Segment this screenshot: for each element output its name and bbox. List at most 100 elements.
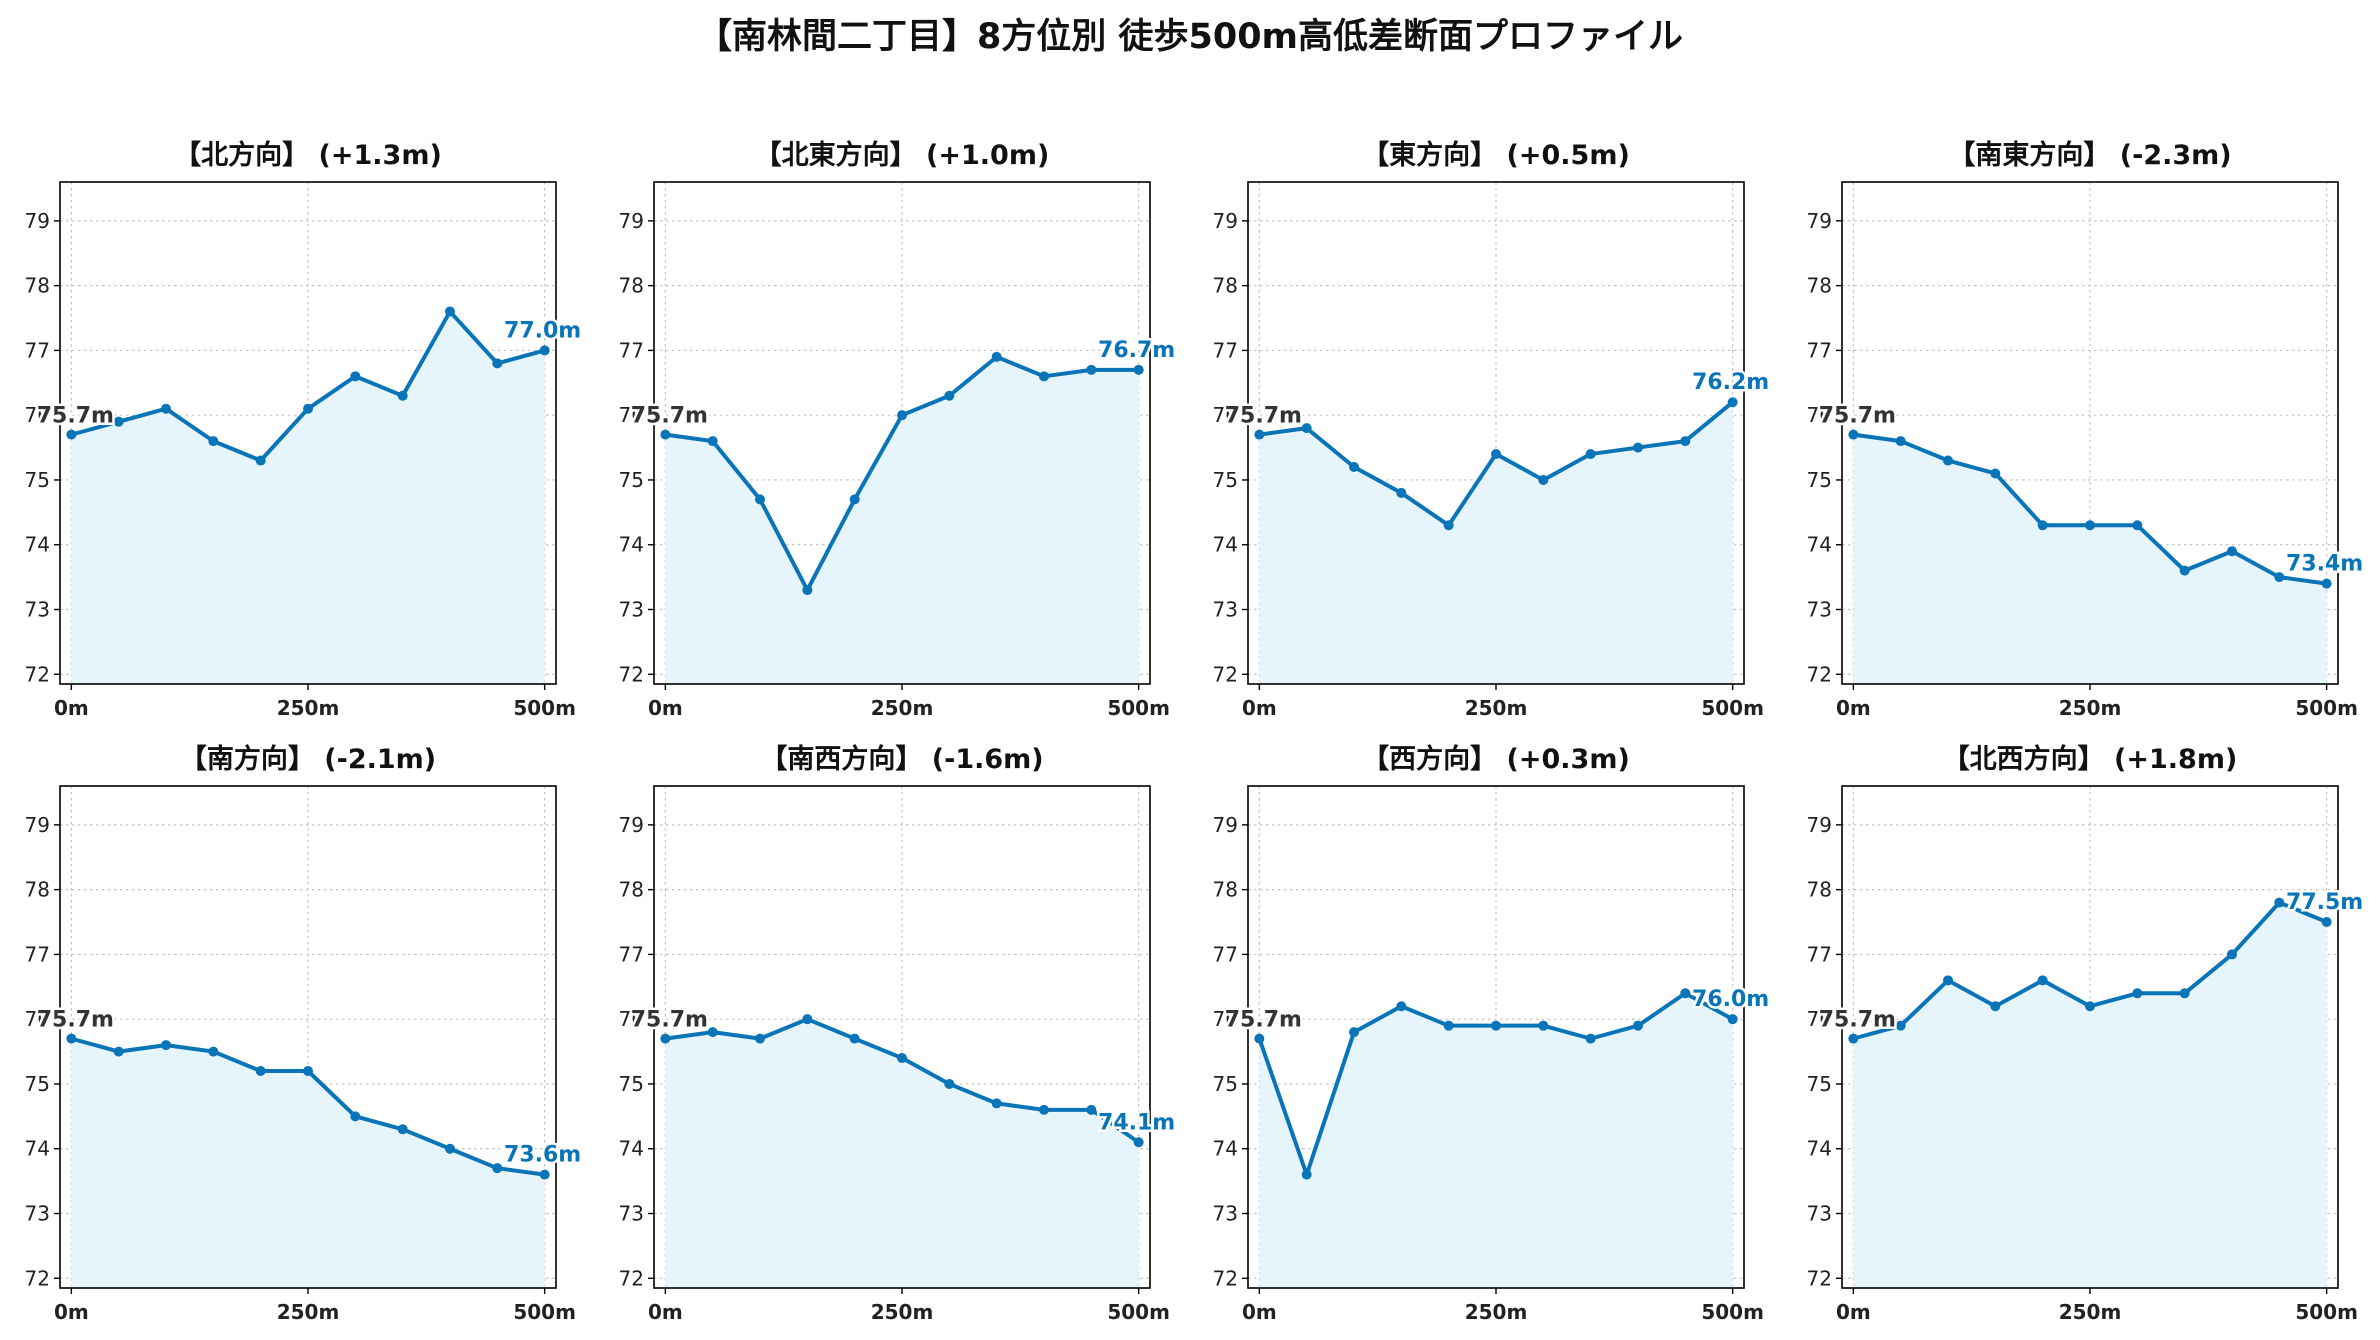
data-point (1680, 436, 1691, 447)
data-point (1491, 1020, 1501, 1031)
data-point (2085, 1001, 2095, 1012)
panel-8: 【北西方向】 (+1.8m) 72 73 74 75 76 77 78 79 0m 250m 500m… (1807, 743, 2366, 1324)
end-elevation-label: 73.4m (2286, 552, 2363, 577)
y-tick-label: 76 (25, 1007, 50, 1031)
data-point (2321, 578, 2332, 589)
data-point (539, 345, 550, 356)
panel-7: 【西方向】 (+0.3m) 72 73 74 75 76 77 78 79 0m 250m 500m 7… (1213, 743, 1772, 1324)
start-elevation-label: 75.7m (1225, 404, 1302, 429)
y-tick-label: 73 (1213, 1202, 1238, 1226)
y-tick-label: 76 (1807, 1007, 1832, 1031)
data-point (66, 1033, 77, 1044)
y-tick-label: 78 (1807, 878, 1832, 902)
y-tick-label: 74 (1213, 533, 1238, 557)
data-point (350, 1111, 361, 1122)
x-tick-label: 500m (513, 1300, 576, 1324)
x-tick-label: 0m (648, 696, 683, 720)
data-point (660, 429, 671, 440)
data-point (1301, 423, 1312, 434)
start-elevation-label: 75.7m (631, 1008, 708, 1033)
data-point (2037, 520, 2048, 531)
data-point (944, 1078, 955, 1089)
y-tick-label: 79 (1807, 209, 1832, 233)
data-point (1943, 975, 1954, 986)
x-tick-label: 0m (648, 1300, 683, 1324)
data-point (1254, 1033, 1265, 1044)
data-point (397, 390, 408, 401)
data-point (1895, 436, 1906, 447)
x-tick-label: 0m (1836, 696, 1871, 720)
end-elevation-label: 76.0m (1692, 987, 1769, 1012)
y-tick-label: 77 (1213, 338, 1238, 362)
data-point (1349, 1027, 1360, 1038)
data-point (1585, 449, 1596, 460)
end-elevation-label: 77.0m (504, 318, 581, 343)
x-tick-label: 500m (1107, 1300, 1170, 1324)
y-tick-label: 74 (1807, 533, 1832, 557)
x-tick-label: 250m (277, 696, 340, 720)
y-tick-label: 75 (619, 468, 644, 492)
data-point (492, 358, 503, 369)
y-tick-label: 79 (1807, 813, 1832, 837)
data-point (1038, 1104, 1049, 1115)
panel-4: 【南東方向】 (-2.3m) 72 73 74 75 76 77 78 79 0m 250m 500m… (1807, 139, 2366, 720)
y-tick-label: 73 (1213, 598, 1238, 622)
y-tick-label: 78 (25, 878, 50, 902)
y-tick-label: 78 (1807, 274, 1832, 298)
data-point (303, 403, 313, 414)
data-point (1086, 1104, 1097, 1115)
data-point (2132, 988, 2143, 999)
data-point (1301, 1169, 1312, 1180)
data-point (539, 1169, 550, 1180)
panel-6: 【南西方向】 (-1.6m) 72 73 74 75 76 77 78 79 0m 250m 500m… (619, 743, 1178, 1324)
data-point (1491, 449, 1501, 460)
y-tick-label: 75 (1213, 468, 1238, 492)
panel-title: 【東方向】 (+0.5m) (1362, 139, 1630, 171)
x-tick-label: 250m (277, 1300, 340, 1324)
y-tick-label: 72 (1213, 662, 1238, 686)
y-tick-label: 77 (25, 942, 50, 966)
data-point (802, 1014, 813, 1025)
data-point (1133, 1137, 1144, 1148)
data-point (1895, 1020, 1906, 1031)
y-tick-label: 79 (25, 813, 50, 837)
data-point (1585, 1033, 1596, 1044)
data-point (755, 494, 766, 505)
data-point (897, 410, 907, 421)
area-fill (1853, 902, 2327, 1288)
data-point (350, 371, 361, 382)
data-point (255, 1066, 266, 1077)
y-tick-label: 77 (1807, 338, 1832, 362)
data-point (755, 1033, 766, 1044)
start-elevation-label: 75.7m (37, 1008, 114, 1033)
data-point (2274, 572, 2285, 583)
x-tick-label: 0m (54, 1300, 89, 1324)
x-tick-label: 500m (2295, 1300, 2358, 1324)
panel-title: 【南西方向】 (-1.6m) (760, 743, 1043, 775)
start-elevation-label: 75.7m (1225, 1008, 1302, 1033)
end-elevation-label: 76.2m (1692, 370, 1769, 395)
data-point (944, 390, 955, 401)
y-tick-label: 78 (25, 274, 50, 298)
area-fill (71, 311, 545, 684)
end-elevation-label: 76.7m (1098, 338, 1175, 363)
data-point (1254, 429, 1265, 440)
x-tick-label: 250m (2059, 696, 2122, 720)
y-tick-label: 76 (1213, 403, 1238, 427)
data-point (397, 1124, 408, 1135)
x-tick-label: 250m (871, 1300, 934, 1324)
x-tick-label: 500m (2295, 696, 2358, 720)
panel-title: 【南東方向】 (-2.3m) (1948, 139, 2231, 171)
x-tick-label: 500m (1701, 1300, 1764, 1324)
data-point (2179, 565, 2190, 576)
data-point (1349, 462, 1360, 473)
x-tick-label: 500m (513, 696, 576, 720)
start-elevation-label: 75.7m (1819, 404, 1896, 429)
panel-title: 【南方向】 (-2.1m) (180, 743, 436, 775)
x-tick-label: 0m (1836, 1300, 1871, 1324)
panel-title: 【北西方向】 (+1.8m) (1943, 743, 2238, 775)
y-tick-label: 74 (1807, 1137, 1832, 1161)
data-point (1990, 468, 2001, 479)
y-tick-label: 75 (25, 468, 50, 492)
y-tick-label: 79 (619, 813, 644, 837)
